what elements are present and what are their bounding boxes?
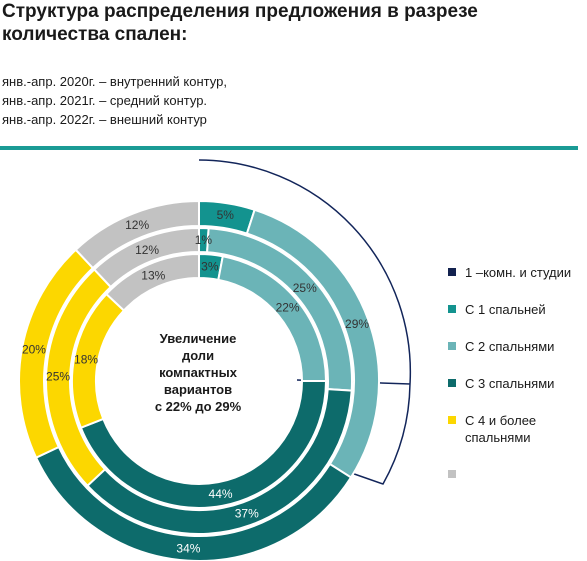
data-label: 22%: [276, 301, 300, 315]
data-label: 18%: [74, 352, 98, 366]
legend-item: С 1 спальней: [448, 301, 587, 318]
donut-segment: [74, 199, 200, 270]
legend-label: С 1 спальней: [465, 302, 546, 317]
data-label: 25%: [293, 281, 317, 295]
data-labels: 3% 22% 44% 18% 13% 1% 25% 37% 25% 12% 5% 29% 34% 20% 1…: [22, 208, 369, 556]
legend-swatch: [448, 342, 456, 350]
center-line-2: доли: [182, 348, 214, 363]
subtitle-outer: янв.-апр. 2022г. – внешний контур: [2, 112, 207, 127]
data-label: 12%: [125, 218, 149, 232]
legend-label: С 3 спальнями: [465, 376, 555, 391]
data-label: 12%: [135, 243, 159, 257]
legend-item: С 3 спальнями: [448, 375, 587, 392]
donut-segment: [92, 226, 200, 289]
legend: 1 –комн. и студии С 1 спальней С 2 спаль…: [448, 264, 587, 478]
donut-segment: [105, 252, 200, 312]
center-line-5: с 22% до 29%: [155, 399, 242, 414]
accent-rule: [0, 146, 578, 150]
subtitle-inner: янв.-апр. 2020г. – внутренний контур,: [2, 74, 227, 89]
legend-item: С 2 спальнями: [448, 338, 587, 355]
data-label: 1%: [195, 233, 213, 247]
data-label: 37%: [235, 507, 259, 521]
legend-swatch: [448, 416, 456, 424]
center-line-3: компактных: [159, 365, 238, 380]
center-line-1: Увеличение: [160, 331, 237, 346]
data-label: 34%: [176, 542, 200, 556]
rings: [18, 199, 380, 561]
bracket-line: [198, 159, 412, 485]
chart-title: Структура распределения предложения в ра…: [2, 1, 478, 45]
legend-swatch: [448, 470, 456, 478]
donut-chart: 3% 22% 44% 18% 13% 1% 25% 37% 25% 12% 5% 29% 34% 20% 1…: [18, 159, 412, 561]
legend-label: 1 –комн. и студии: [465, 265, 572, 280]
data-label: 20%: [22, 343, 46, 357]
data-label: 44%: [209, 487, 233, 501]
data-label: 13%: [141, 268, 165, 282]
legend-label: С 4 и более спальнями: [465, 413, 537, 445]
legend-swatch: [448, 379, 456, 387]
legend-label: С 2 спальнями: [465, 339, 555, 354]
legend-item: 1 –комн. и студии: [448, 264, 587, 281]
legend-swatch: [448, 305, 456, 313]
data-label: 29%: [345, 317, 369, 331]
data-label: 25%: [46, 370, 70, 384]
subtitle-block: янв.-апр. 2020г. – внутренний контур, ян…: [2, 72, 227, 129]
legend-item: С 4 и более спальнями: [448, 412, 587, 446]
subtitle-middle: янв.-апр. 2021г. – средний контур.: [2, 93, 208, 108]
legend-swatch: [448, 268, 456, 276]
data-label: 3%: [201, 260, 219, 274]
data-label: 5%: [217, 208, 235, 222]
center-line-4: вариантов: [164, 382, 232, 397]
